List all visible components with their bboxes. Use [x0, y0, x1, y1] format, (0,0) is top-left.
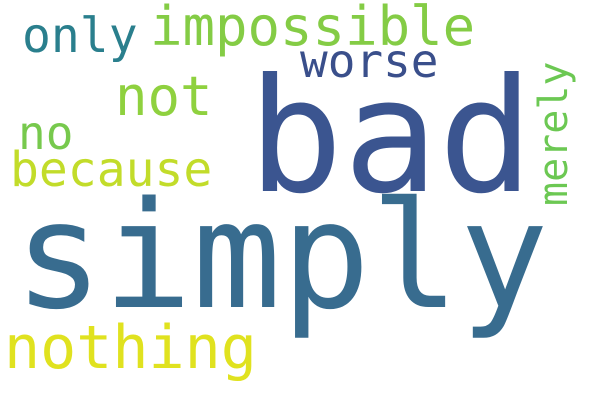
word-impossible: impossible	[150, 0, 476, 58]
word-no: no	[18, 106, 74, 160]
word-bad: bad	[248, 45, 534, 229]
word-because: because	[10, 142, 213, 198]
word-nothing: nothing	[4, 313, 257, 383]
word-worse: worse	[300, 34, 439, 88]
word-simply: simply	[14, 170, 549, 342]
word-not: not	[115, 65, 213, 128]
word-only: only	[22, 8, 138, 64]
